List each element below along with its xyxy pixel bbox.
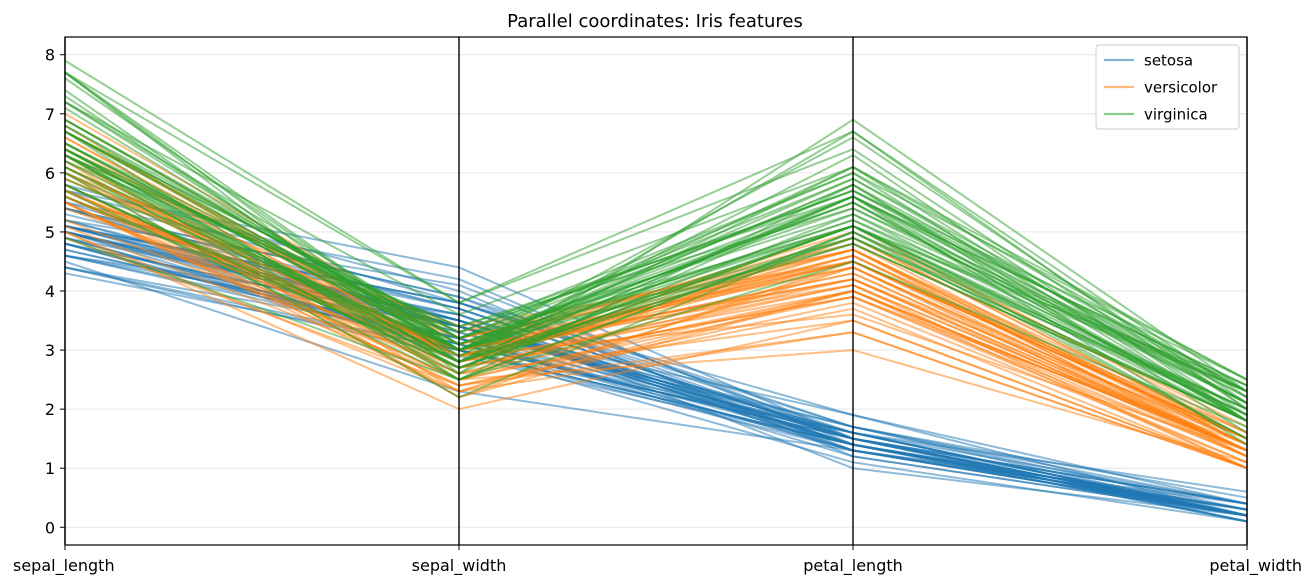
legend: setosa versicolor virginica xyxy=(1095,44,1240,130)
x-dimension-labels: sepal_length sepal_width petal_length petal… xyxy=(13,545,1302,576)
virginica-line-9 xyxy=(64,101,1248,381)
y-tick-label-1: 1 xyxy=(45,459,55,478)
y-tick-label-6: 6 xyxy=(45,164,55,183)
versicolor-line-43 xyxy=(64,230,1248,470)
versicolor-line-48 xyxy=(64,225,1248,464)
versicolor-line-39 xyxy=(64,201,1248,452)
y-tick-label-0: 0 xyxy=(45,518,55,537)
x-label-petal_width: petal_width xyxy=(1209,556,1302,576)
virginica-line-48 xyxy=(64,160,1248,393)
virginica-line-17 xyxy=(64,71,1248,399)
x-label-petal_length: petal_length xyxy=(803,556,903,576)
legend-label-virginica: virginica xyxy=(1144,106,1208,124)
virginica-line-47 xyxy=(64,142,1248,411)
y-tick-label-7: 7 xyxy=(45,105,55,124)
series-lines xyxy=(64,59,1248,523)
legend-box xyxy=(1095,44,1240,130)
virginica-line-32 xyxy=(64,148,1248,399)
y-tick-label-2: 2 xyxy=(45,400,55,419)
chart-title: Parallel coordinates: Iris features xyxy=(507,11,803,32)
virginica-line-44 xyxy=(64,130,1248,381)
virginica-line-42 xyxy=(64,183,1248,416)
x-label-sepal_length: sepal_length xyxy=(13,556,115,576)
y-tick-label-3: 3 xyxy=(45,341,55,360)
y-tick-label-4: 4 xyxy=(45,282,55,301)
legend-label-versicolor: versicolor xyxy=(1144,79,1218,97)
virginica-line-40 xyxy=(64,130,1248,387)
virginica-line-49 xyxy=(64,177,1248,422)
y-tick-labels: 0 1 2 3 4 5 6 7 8 xyxy=(45,46,65,537)
series-virginica xyxy=(64,59,1248,446)
virginica-line-19 xyxy=(64,172,1248,440)
legend-label-setosa: setosa xyxy=(1144,52,1193,70)
virginica-line-22 xyxy=(64,71,1248,410)
versicolor-line-31 xyxy=(64,201,1248,470)
virginica-line-6 xyxy=(64,236,1248,428)
y-tick-label-8: 8 xyxy=(45,46,55,65)
x-label-sepal_width: sepal_width xyxy=(412,556,507,576)
y-tick-label-5: 5 xyxy=(45,223,55,242)
